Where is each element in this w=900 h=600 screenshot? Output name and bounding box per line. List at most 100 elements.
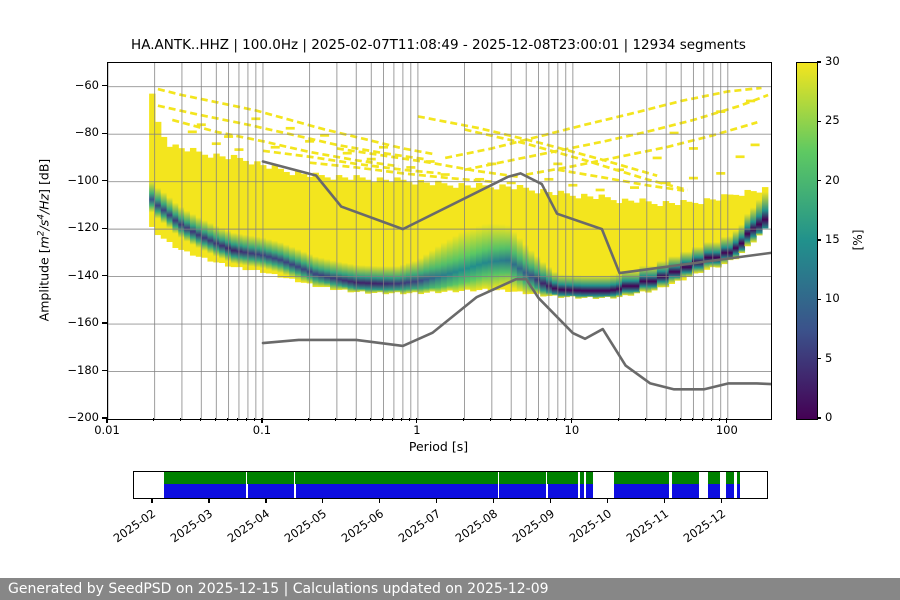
x-minor-tick-mark [180,418,182,421]
availability-bar [133,471,768,499]
month-label: 2025-06 [338,506,386,546]
month-label: 2025-11 [623,506,671,546]
x-tick-label: 0.1 [252,423,272,437]
availability-tick-mark [151,498,153,503]
x-minor-tick-mark [691,418,693,421]
y-axis-label-hz: /Hz [36,193,52,214]
y-tick-mark [102,180,107,182]
x-tick-mark [416,418,418,423]
y-axis-label-pre: Amplitude [ [36,248,52,322]
x-minor-tick-mark [237,418,239,421]
availability-tick-mark [322,498,324,503]
availability-data-segment [163,472,247,498]
x-minor-tick-mark [214,418,216,421]
colorbar-tick-label: 5 [825,350,833,365]
colorbar-tick-label: 20 [825,172,840,187]
availability-data-segment [499,472,547,498]
y-tick-label: −80 [74,125,99,140]
y-tick-mark [102,85,107,87]
footer-bar: Generated by SeedPSD on 2025-12-15 | Cal… [0,578,900,600]
availability-tick-mark [721,498,723,503]
y-tick-label: −180 [67,362,99,377]
availability-data-segment [708,472,721,498]
availability-data-segment [613,472,669,498]
availability-tick-mark [379,498,381,503]
ppsd-heatmap-canvas [108,63,771,419]
month-label: 2025-07 [395,506,443,546]
x-tick-label: 1 [413,423,421,437]
availability-data-row-gap [546,483,548,498]
x-minor-tick-mark [490,418,492,421]
availability-data-segment [246,472,295,498]
y-tick-label: −120 [67,220,99,235]
x-minor-tick-mark [645,418,647,421]
y-tick-label: −60 [74,77,99,92]
colorbar-tick-mark [817,120,821,122]
month-label: 2025-02 [110,506,159,546]
y-tick-label: −200 [67,410,99,424]
x-minor-tick-mark [536,418,538,421]
availability-tick-mark [493,498,495,503]
x-minor-tick-mark [618,418,619,421]
colorbar-label: [%] [851,229,865,251]
x-minor-tick-mark [354,418,356,421]
x-minor-tick-mark [556,418,558,421]
x-minor-tick-mark [308,418,310,421]
availability-tick-mark [436,498,438,503]
x-minor-tick-mark [524,418,526,421]
x-minor-tick-mark [335,418,337,421]
x-minor-tick-mark [246,418,248,421]
availability-tick-mark [208,498,210,503]
colorbar-tick-mark [817,358,821,360]
x-minor-tick-mark [547,418,549,421]
y-axis-label-sup2: 4 [36,214,47,220]
availability-data-segment [585,472,593,498]
x-tick-mark [261,418,263,423]
y-tick-label: −100 [67,172,99,187]
colorbar-tick-label: 10 [825,291,840,306]
colorbar-tick-label: 25 [825,113,840,128]
month-label: 2025-04 [224,506,272,546]
availability-tick-mark [664,498,666,503]
availability-data-segment [725,472,735,498]
x-minor-tick-mark [254,418,256,421]
y-tick-mark [102,275,107,277]
x-tick-mark [106,418,108,423]
x-minor-tick-mark [199,418,201,421]
availability-data-row-gap [246,483,248,498]
availability-data-row-gap [294,483,296,498]
colorbar-tick-label: 0 [825,410,833,424]
y-tick-mark [102,369,107,372]
colorbar-tick-mark [817,239,821,241]
availability-tick-mark [607,498,609,503]
colorbar [796,62,818,420]
availability-tick-mark [550,498,552,503]
x-minor-tick-mark [664,418,666,421]
x-minor-tick-mark [227,418,229,421]
colorbar-tick-mark [817,417,821,419]
availability-data-segment [672,472,700,498]
y-tick-mark [102,227,107,229]
month-label: 2025-05 [281,506,329,546]
x-minor-tick-mark [463,418,465,421]
month-label: 2025-10 [566,506,614,546]
y-tick-mark [102,417,107,419]
x-minor-tick-mark [392,418,394,421]
y-tick-mark [102,132,107,134]
x-minor-tick-mark [719,418,721,421]
colorbar-tick-label: 15 [825,232,840,246]
availability-tick-mark [265,498,267,503]
x-tick-mark [571,418,573,423]
colorbar-tick-mark [817,298,821,300]
x-minor-tick-mark [711,418,713,421]
x-minor-tick-mark [509,418,511,421]
y-axis-label-m: m [36,236,52,249]
availability-data-segment [580,472,585,498]
x-tick-label: 100 [715,423,738,437]
colorbar-tick-mark [817,180,821,182]
x-minor-tick-mark [382,418,384,421]
ppsd-plot-area [107,62,772,420]
x-minor-tick-mark [153,418,155,421]
footer-text: Generated by SeedPSD on 2025-12-15 | Cal… [8,581,549,597]
